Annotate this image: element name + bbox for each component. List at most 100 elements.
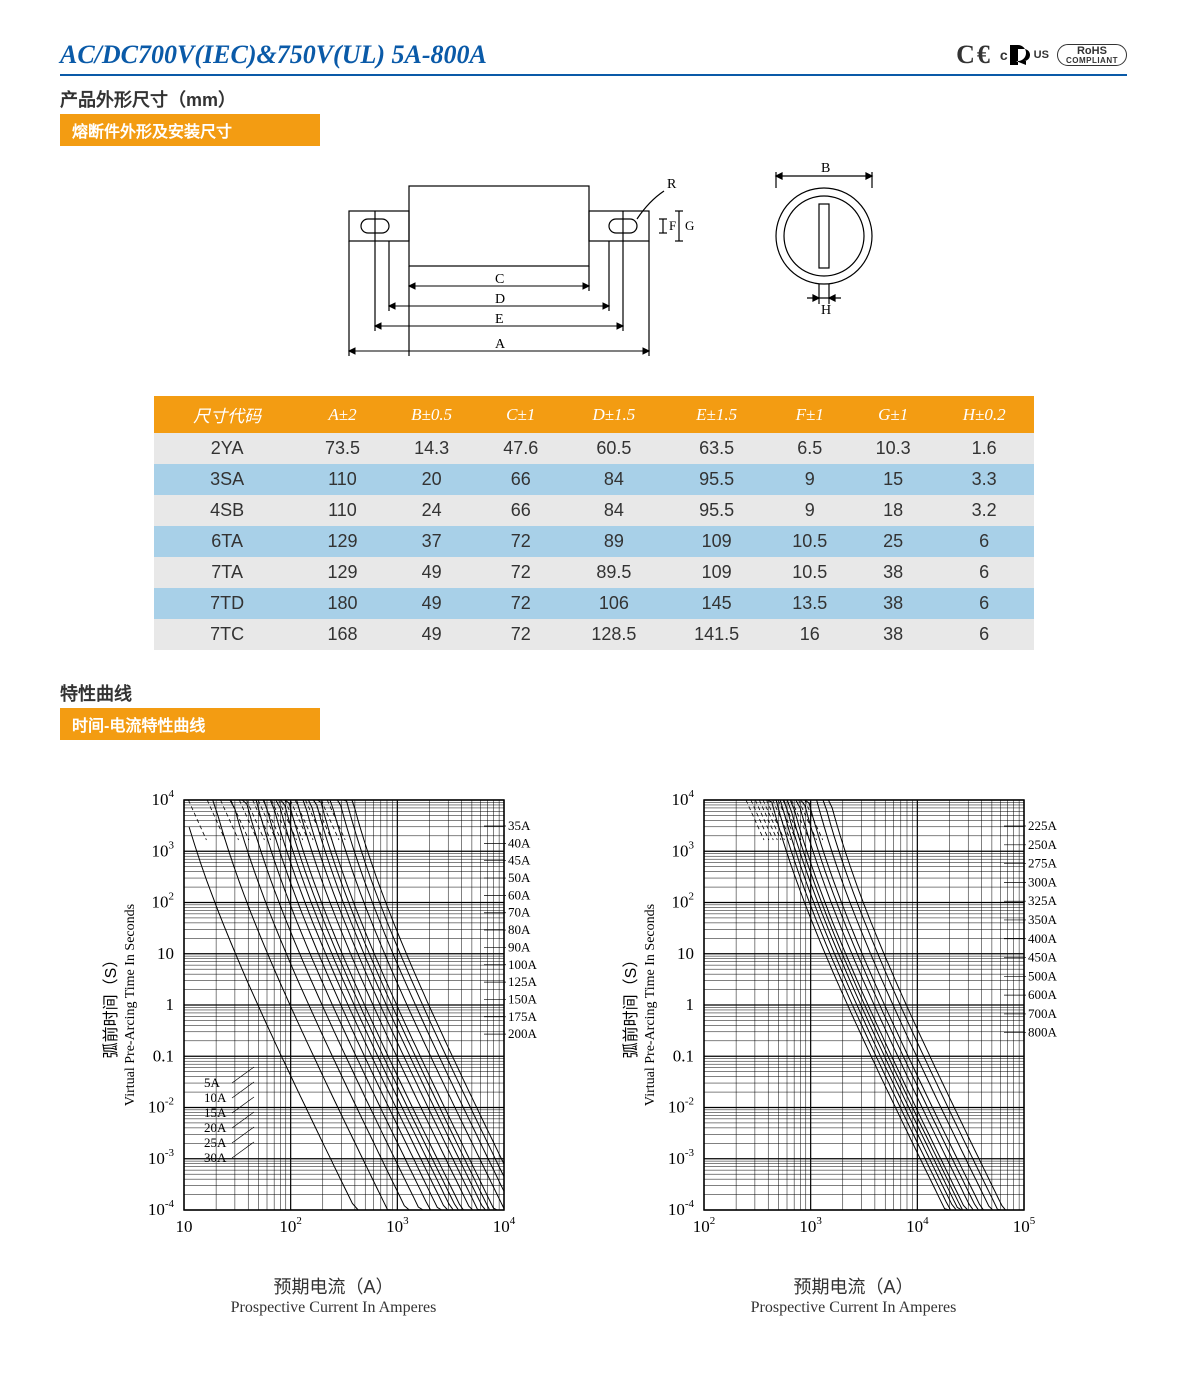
svg-text:500A: 500A <box>1028 968 1058 983</box>
svg-text:15A: 15A <box>204 1105 227 1120</box>
table-row: 7TC1684972128.5141.516386 <box>154 619 1034 650</box>
svg-text:325A: 325A <box>1028 893 1058 908</box>
page-title: AC/DC700V(IEC)&750V(UL) 5A-800A <box>60 40 487 70</box>
svg-text:R: R <box>667 177 677 192</box>
dim-section-title: 产品外形尺寸（mm） <box>60 86 1127 112</box>
table-header: 尺寸代码 <box>154 396 301 433</box>
svg-text:104: 104 <box>671 788 694 809</box>
ce-mark: C€ <box>956 40 992 70</box>
svg-text:175A: 175A <box>508 1009 538 1024</box>
svg-text:102: 102 <box>151 891 174 912</box>
svg-text:800A: 800A <box>1028 1025 1058 1040</box>
chart-right: 1041031021010.110-210-310-4102103104105弧… <box>614 780 1094 1317</box>
rohs-badge: RoHS COMPLIANT <box>1057 44 1127 67</box>
curve-subtitle: 时间-电流特性曲线 <box>60 708 320 740</box>
table-row: 3SA11020668495.59153.3 <box>154 464 1034 495</box>
dimensions-table: 尺寸代码A±2B±0.5C±1D±1.5E±1.5F±1G±1H±0.2 2YA… <box>154 396 1034 650</box>
table-header: E±1.5 <box>665 396 768 433</box>
svg-text:102: 102 <box>692 1215 715 1236</box>
svg-text:100A: 100A <box>508 957 538 972</box>
charts: 1041031021010.110-210-310-410102103104弧前… <box>60 780 1127 1317</box>
dimension-diagram: R F G C D <box>60 156 1127 376</box>
svg-text:10-2: 10-2 <box>667 1096 693 1117</box>
svg-text:275A: 275A <box>1028 856 1058 871</box>
svg-text:弧前时间（S）: 弧前时间（S） <box>102 952 120 1059</box>
svg-text:102: 102 <box>279 1215 302 1236</box>
svg-text:250A: 250A <box>1028 837 1058 852</box>
svg-text:Virtual Pre-Arcing Time In Sec: Virtual Pre-Arcing Time In Seconds <box>643 904 658 1106</box>
svg-text:10: 10 <box>157 944 174 963</box>
svg-text:70A: 70A <box>508 905 531 920</box>
table-header: F±1 <box>768 396 851 433</box>
svg-text:400A: 400A <box>1028 931 1058 946</box>
table-row: 4SB11024668495.59183.2 <box>154 495 1034 526</box>
svg-text:600A: 600A <box>1028 987 1058 1002</box>
svg-text:104: 104 <box>492 1215 515 1236</box>
svg-text:90A: 90A <box>508 939 531 954</box>
table-header: A±2 <box>301 396 384 433</box>
svg-text:0.1: 0.1 <box>672 1046 693 1065</box>
svg-text:弧前时间（S）: 弧前时间（S） <box>622 952 640 1059</box>
svg-text:80A: 80A <box>508 922 531 937</box>
cert-badges: C€ c US RoHS COMPLIANT <box>956 40 1127 70</box>
cru-mark: c US <box>1000 43 1049 67</box>
svg-text:45A: 45A <box>508 853 531 868</box>
table-header: H±0.2 <box>935 396 1034 433</box>
svg-text:10-4: 10-4 <box>667 1198 694 1219</box>
table-header: C±1 <box>479 396 562 433</box>
svg-text:450A: 450A <box>1028 950 1058 965</box>
svg-text:E: E <box>495 312 504 327</box>
header: AC/DC700V(IEC)&750V(UL) 5A-800A C€ c US … <box>60 40 1127 76</box>
table-header: G±1 <box>851 396 934 433</box>
fuse-end-diagram: B H <box>759 156 899 336</box>
svg-text:50A: 50A <box>508 870 531 885</box>
svg-text:10-3: 10-3 <box>667 1147 694 1168</box>
svg-text:102: 102 <box>671 891 694 912</box>
svg-text:35A: 35A <box>508 818 531 833</box>
svg-text:10: 10 <box>175 1217 192 1236</box>
svg-text:10-3: 10-3 <box>147 1147 174 1168</box>
table-row: 2YA73.514.347.660.563.56.510.31.6 <box>154 433 1034 464</box>
svg-text:105: 105 <box>1012 1215 1035 1236</box>
svg-text:Virtual Pre-Arcing Time In Sec: Virtual Pre-Arcing Time In Seconds <box>123 904 138 1106</box>
svg-text:C: C <box>495 272 504 287</box>
svg-text:104: 104 <box>906 1215 929 1236</box>
svg-text:G: G <box>685 218 694 233</box>
svg-text:20A: 20A <box>204 1120 227 1135</box>
table-header: D±1.5 <box>562 396 665 433</box>
dim-subtitle: 熔断件外形及安装尺寸 <box>60 114 320 146</box>
svg-text:700A: 700A <box>1028 1006 1058 1021</box>
svg-text:10A: 10A <box>204 1090 227 1105</box>
svg-text:225A: 225A <box>1028 818 1058 833</box>
table-header: B±0.5 <box>384 396 479 433</box>
svg-text:F: F <box>669 218 676 233</box>
svg-text:103: 103 <box>386 1215 409 1236</box>
curve-section-title: 特性曲线 <box>60 680 1127 706</box>
svg-text:1: 1 <box>685 995 694 1014</box>
svg-text:0.1: 0.1 <box>152 1046 173 1065</box>
svg-text:40A: 40A <box>508 835 531 850</box>
svg-text:350A: 350A <box>1028 912 1058 927</box>
table-row: 6TA12937728910910.5256 <box>154 526 1034 557</box>
svg-text:104: 104 <box>151 788 174 809</box>
svg-text:1: 1 <box>165 995 174 1014</box>
svg-text:30A: 30A <box>204 1150 227 1165</box>
svg-text:103: 103 <box>671 839 694 860</box>
svg-text:60A: 60A <box>508 887 531 902</box>
svg-text:103: 103 <box>799 1215 822 1236</box>
svg-text:H: H <box>821 303 831 318</box>
fuse-side-diagram: R F G C D <box>289 156 729 376</box>
svg-text:10-4: 10-4 <box>147 1198 174 1219</box>
chart-left: 1041031021010.110-210-310-410102103104弧前… <box>94 780 574 1317</box>
svg-text:103: 103 <box>151 839 174 860</box>
svg-text:A: A <box>495 337 506 352</box>
svg-text:150A: 150A <box>508 991 538 1006</box>
svg-text:10: 10 <box>677 944 694 963</box>
svg-text:300A: 300A <box>1028 874 1058 889</box>
table-row: 7TD180497210614513.5386 <box>154 588 1034 619</box>
svg-text:10-2: 10-2 <box>147 1096 173 1117</box>
svg-text:B: B <box>821 161 830 176</box>
table-row: 7TA129497289.510910.5386 <box>154 557 1034 588</box>
svg-text:125A: 125A <box>508 974 538 989</box>
svg-text:200A: 200A <box>508 1026 538 1041</box>
